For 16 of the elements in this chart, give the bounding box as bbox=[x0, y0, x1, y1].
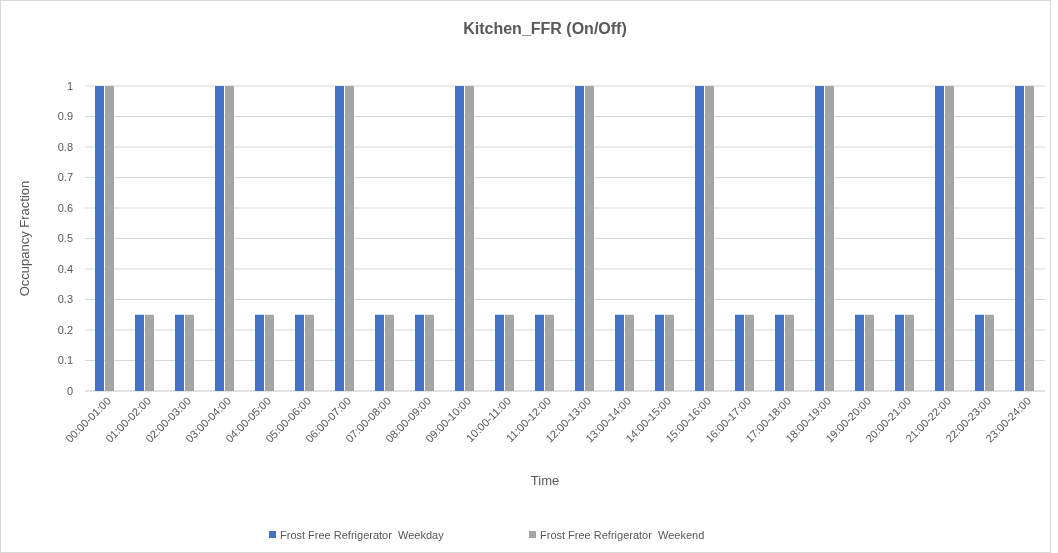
y-tick-label: 1 bbox=[66, 79, 73, 92]
y-tick-label: 0.8 bbox=[57, 140, 73, 153]
y-tick-label: 0.4 bbox=[57, 262, 73, 275]
chart-title: Kitchen_FFR (On/Off) bbox=[463, 20, 627, 37]
y-axis-title: Occupancy Fraction bbox=[17, 180, 32, 297]
legend-label: Frost Free Refrigerator Weekend bbox=[540, 528, 705, 541]
legend-label: Frost Free Refrigerator Weekday bbox=[280, 528, 445, 541]
y-tick-label: 0 bbox=[66, 384, 73, 397]
x-axis-title: Time bbox=[530, 473, 560, 488]
y-tick-label: 0.9 bbox=[57, 110, 73, 123]
y-tick-label: 0.2 bbox=[57, 323, 73, 336]
y-tick-label: 0.5 bbox=[57, 232, 73, 245]
y-tick-label: 0.7 bbox=[57, 171, 73, 184]
y-tick-label: 0.1 bbox=[57, 354, 73, 367]
y-tick-label: 0.6 bbox=[57, 201, 73, 214]
y-tick-label: 0.3 bbox=[57, 293, 73, 306]
